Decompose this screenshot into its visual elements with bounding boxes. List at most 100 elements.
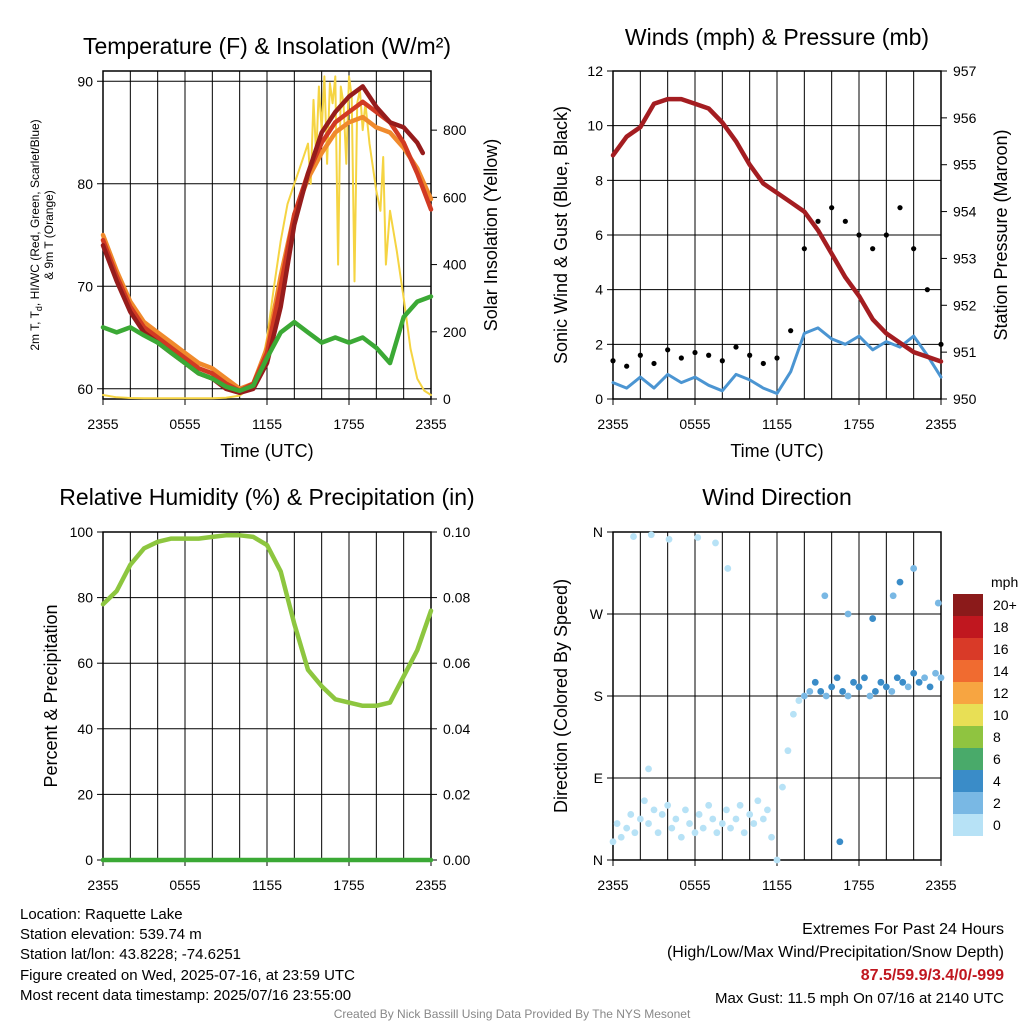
direction-point	[736, 801, 744, 809]
y-tick-label: 60	[77, 381, 93, 397]
x-tick-label: 2355	[925, 877, 956, 893]
y2-tick-label: 600	[443, 189, 467, 205]
y2-tick-label: 955	[953, 157, 977, 173]
direction-point	[713, 829, 721, 837]
y-tick-label: 2	[595, 336, 603, 352]
direction-point	[630, 533, 637, 540]
max-gust-text: Max Gust: 11.5 mph On 07/16 at 2140 UTC	[714, 990, 1004, 1007]
x-tick-label: 2355	[597, 877, 628, 893]
x-tick-label: 2355	[925, 416, 956, 432]
credit-text: Created By Nick Bassill Using Data Provi…	[333, 1007, 691, 1021]
direction-point	[910, 565, 918, 572]
y2-tick-label: 200	[443, 324, 467, 340]
direction-point	[645, 820, 652, 827]
direction-point	[732, 815, 740, 823]
direction-point	[855, 683, 863, 691]
direction-point	[915, 678, 923, 686]
direction-point	[718, 820, 726, 827]
extremes-values: 87.5/59.9/3.4/0/-999	[860, 967, 1004, 984]
direction-point	[647, 531, 655, 539]
direction-point	[821, 592, 829, 600]
temperature-panel: Temperature (F) & Insolation (W/m²) 2355 0…	[28, 33, 501, 461]
direction-point	[934, 599, 942, 607]
y2-axis-label: Station Pressure (Maroon)	[991, 129, 1011, 340]
x-tick-label: 2355	[415, 416, 446, 432]
y-tick-label: N	[593, 524, 603, 540]
y2-tick-label: 0	[443, 391, 451, 407]
direction-point	[613, 820, 621, 827]
chart-title: Wind Direction	[702, 484, 852, 510]
humidity-panel: Relative Humidity (%) & Precipitation (i…	[41, 484, 475, 893]
y-tick-label: 0	[85, 852, 93, 868]
x-tick-label: 2355	[415, 877, 446, 893]
series-point	[610, 358, 616, 364]
y-tick-label: S	[594, 688, 603, 704]
series-point	[706, 352, 712, 358]
colorbar-label: 10	[993, 707, 1009, 723]
direction-point	[617, 833, 625, 841]
y2-tick-label: 0.10	[443, 524, 470, 540]
series-point	[733, 344, 739, 350]
x-tick-label: 0555	[679, 416, 710, 432]
direction-point	[896, 578, 904, 586]
direction-point	[695, 811, 703, 818]
direction-point	[869, 615, 877, 622]
direction-point	[709, 815, 717, 823]
x-tick-label: 1155	[762, 877, 792, 893]
direction-point	[844, 610, 852, 618]
direction-point	[932, 669, 939, 677]
chart-title: Relative Humidity (%) & Precipitation (i…	[59, 484, 474, 510]
direction-point	[665, 535, 673, 543]
series-point	[883, 232, 889, 238]
y-tick-label: 70	[77, 278, 93, 294]
colorbar-swatch	[953, 660, 983, 682]
direction-point	[682, 806, 689, 814]
series-point	[911, 246, 917, 252]
colorbar-label: 2	[993, 795, 1001, 811]
series-line	[611, 326, 943, 395]
series-point	[651, 360, 657, 367]
direction-point	[623, 824, 631, 832]
direction-point	[904, 683, 912, 691]
colorbar-label: 14	[993, 663, 1009, 679]
colorbar-label: 20+	[993, 597, 1017, 613]
series-point	[870, 246, 876, 252]
series-point	[678, 355, 684, 361]
y-tick-label: 8	[595, 172, 603, 188]
y2-tick-label: 0.00	[443, 852, 470, 868]
direction-point	[833, 674, 841, 682]
colorbar-label: 8	[993, 729, 1001, 745]
colorbar-label: 6	[993, 751, 1001, 767]
y-axis-label: 2m T, Td, HI/WC (Red, Green, Scarlet/Blu…	[28, 119, 44, 350]
series-line	[102, 75, 432, 400]
y2-tick-label: 0.06	[443, 655, 470, 671]
direction-point	[740, 829, 748, 837]
y2-tick-label: 0.02	[443, 786, 470, 802]
direction-point	[784, 747, 792, 755]
y-tick-label: 0	[595, 391, 603, 407]
series-line	[100, 99, 434, 394]
x-tick-label: 2355	[597, 416, 628, 432]
created-text: Figure created on Wed, 2025-07-16, at 23…	[20, 966, 355, 984]
series-point	[624, 363, 630, 369]
station-info: Location: Raquette Lake Station elevatio…	[20, 905, 355, 1006]
latlon-text: Station lat/lon: 43.8228; -74.6251	[20, 946, 242, 964]
direction-point	[727, 824, 734, 832]
direction-point	[899, 678, 907, 686]
y2-tick-label: 952	[953, 297, 977, 313]
direction-point	[712, 539, 719, 547]
y2-tick-label: 0.08	[443, 590, 470, 606]
colorbar-label: 18	[993, 619, 1009, 635]
direction-point	[877, 678, 885, 686]
colorbar-unit: mph	[991, 574, 1018, 590]
series-point	[665, 347, 671, 353]
x-tick-label: 1755	[333, 416, 364, 432]
y-tick-label: W	[590, 606, 604, 622]
y-tick-label: 90	[77, 73, 93, 89]
direction-point	[699, 824, 707, 832]
series-point	[938, 341, 944, 347]
direction-point	[828, 683, 836, 691]
direction-point	[677, 833, 685, 841]
y2-tick-label: 400	[443, 257, 467, 273]
